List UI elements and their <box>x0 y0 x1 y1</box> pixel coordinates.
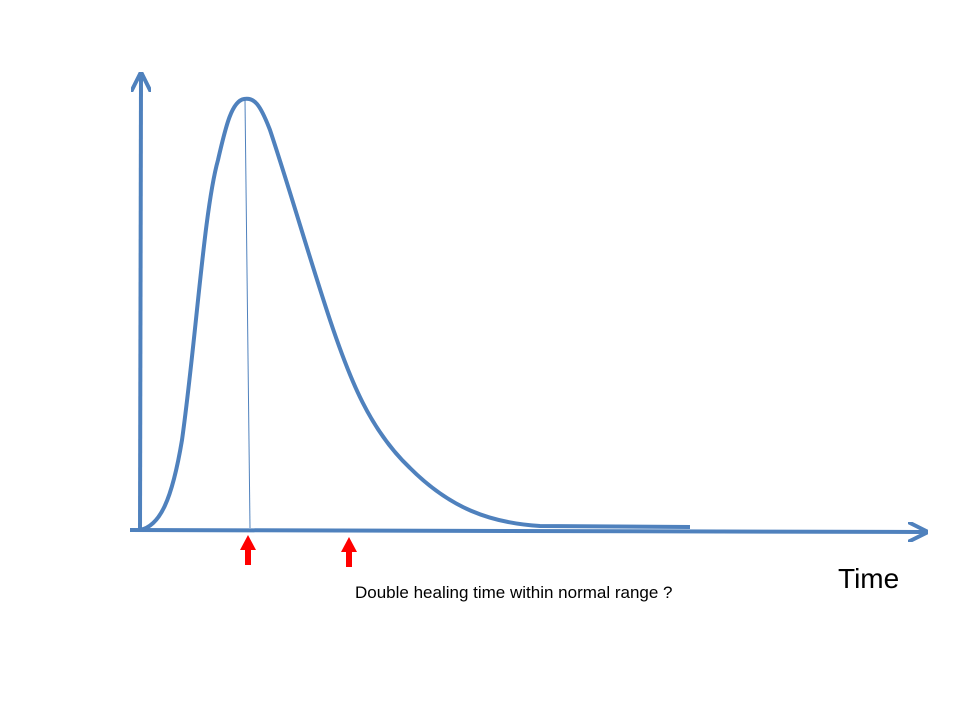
red-arrow <box>240 535 256 565</box>
peak-line <box>244 99 251 529</box>
y-axis <box>140 76 141 533</box>
axis-label: Time <box>838 563 899 594</box>
x-axis <box>129 530 924 532</box>
caption: Double healing time within normal range … <box>355 583 673 602</box>
red-arrow <box>341 537 357 567</box>
curve <box>139 96 691 532</box>
